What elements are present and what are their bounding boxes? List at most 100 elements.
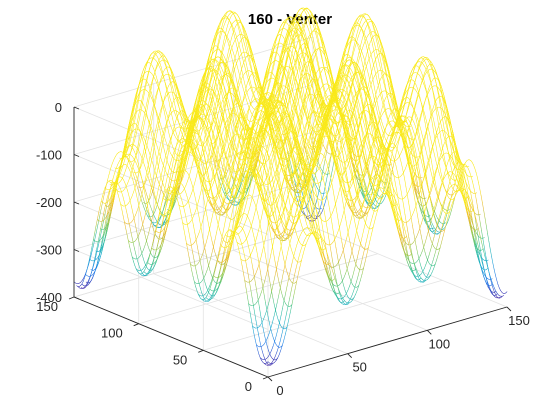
mesh-segment (290, 25, 293, 32)
mesh-segment (365, 200, 368, 204)
mesh-segment (305, 66, 308, 73)
mesh-segment (376, 78, 379, 86)
mesh-segment (438, 226, 440, 229)
mesh-segment (382, 130, 385, 136)
mesh-segment (235, 161, 238, 167)
mesh-segment (302, 8, 305, 11)
mesh-segment (288, 128, 291, 133)
mesh-segment (307, 16, 310, 19)
mesh-segment (293, 165, 295, 172)
mesh-segment (392, 98, 395, 105)
mesh-segment (371, 50, 375, 53)
mesh-segment (316, 31, 319, 38)
mesh-segment (316, 207, 319, 210)
gridline-z (73, 249, 269, 330)
mesh-segment (238, 28, 241, 35)
mesh-segment (311, 13, 313, 18)
mesh-segment (369, 188, 372, 192)
mesh-segment (330, 78, 333, 84)
mesh-segment (289, 34, 292, 42)
mesh-segment (174, 160, 177, 168)
mesh-segment (246, 79, 249, 85)
mesh-segment (448, 193, 451, 196)
mesh-segment (241, 69, 244, 77)
mesh-segment (352, 26, 355, 32)
mesh-segment (366, 66, 369, 74)
mesh-segment (246, 38, 249, 41)
mesh-segment (352, 137, 355, 140)
mesh-segment (348, 150, 351, 158)
mesh-segment (224, 14, 227, 19)
mesh-segment (224, 20, 227, 25)
mesh-segment (145, 190, 148, 197)
gridline-x (153, 273, 348, 355)
mesh-segment (311, 132, 314, 137)
mesh-segment (238, 190, 241, 193)
mesh-segment (249, 74, 252, 78)
mesh-segment (325, 52, 328, 59)
mesh-segment (315, 125, 318, 133)
mesh-segment (288, 111, 291, 119)
mesh-segment (142, 203, 145, 209)
mesh-segment (305, 71, 308, 79)
mesh-segment (230, 185, 233, 189)
mesh-segment (255, 73, 259, 80)
mesh-segment (420, 177, 423, 186)
mesh-segment (285, 158, 288, 160)
mesh-segment (380, 75, 383, 79)
mesh-segment (318, 74, 321, 79)
mesh-segment (321, 55, 324, 63)
mesh-segment (320, 32, 323, 39)
mesh-segment (387, 97, 390, 105)
mesh-segment (324, 199, 327, 205)
mesh-segment (241, 146, 244, 151)
mesh-segment (438, 220, 442, 223)
mesh-segment (306, 17, 309, 21)
mesh-segment (392, 160, 395, 167)
mesh-segment (313, 106, 316, 112)
mesh-segment (415, 150, 418, 158)
mesh-segment (250, 98, 253, 104)
mesh-segment (372, 64, 374, 70)
mesh-segment (368, 55, 371, 59)
mesh-segment (364, 172, 367, 176)
mesh-segment (164, 195, 167, 199)
mesh-segment (251, 90, 254, 96)
mesh-segment (255, 118, 258, 121)
mesh-segment (217, 32, 220, 35)
mesh-segment (242, 45, 245, 53)
mesh-segment (309, 15, 312, 20)
mesh-segment (341, 111, 343, 117)
mesh-segment (306, 154, 309, 161)
mesh-segment (308, 30, 311, 37)
mesh-segment (431, 223, 435, 228)
gridline-x (233, 249, 428, 331)
mesh-segment (227, 65, 230, 72)
gridline-y (203, 279, 443, 351)
mesh-segment (281, 97, 284, 103)
mesh-segment (307, 124, 310, 132)
mesh-segment (411, 134, 414, 140)
mesh-segment (318, 67, 321, 76)
mesh-segment (366, 202, 369, 206)
mesh-segment (377, 71, 380, 79)
mesh-segment (357, 19, 360, 24)
mesh-segment (229, 37, 232, 44)
mesh-segment (297, 82, 300, 89)
mesh-segment (298, 39, 300, 45)
mesh-segment (361, 193, 364, 196)
mesh-segment (239, 183, 242, 189)
mesh-segment (353, 39, 356, 41)
mesh-segment (274, 125, 277, 133)
mesh-segment (395, 102, 398, 110)
mesh-segment (363, 40, 366, 46)
mesh-segment (276, 79, 279, 85)
mesh-segment (313, 49, 316, 53)
mesh-segment (319, 101, 322, 108)
mesh-segment (465, 160, 468, 163)
mesh-segment (230, 69, 233, 77)
mesh-segment (233, 39, 236, 44)
mesh-segment (361, 51, 364, 57)
mesh-segment (273, 94, 276, 96)
mesh-segment (207, 138, 210, 145)
